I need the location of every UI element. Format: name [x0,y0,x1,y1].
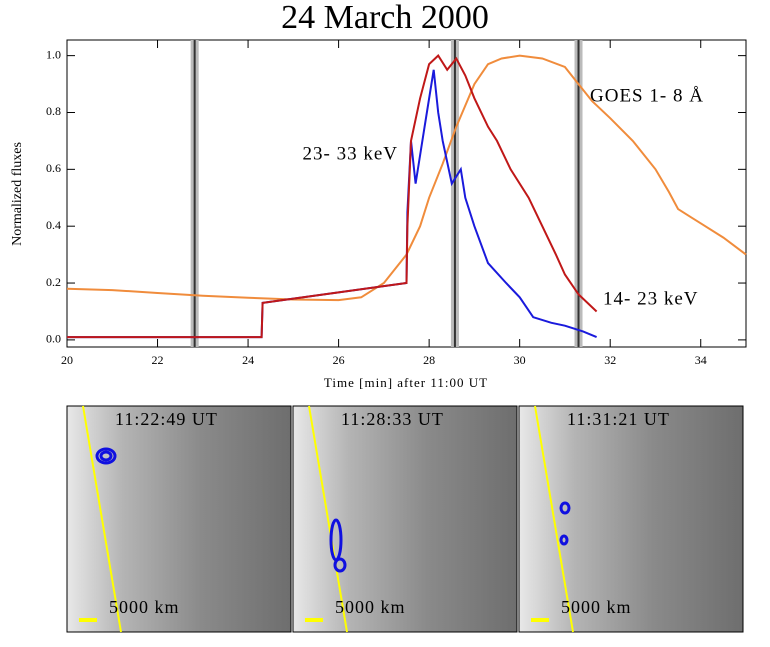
y-tick-label: 0.4 [46,218,61,232]
chart-title: 24 March 2000 [281,0,489,36]
x-tick-label: 32 [604,353,616,367]
y-tick-label: 0.8 [46,104,61,118]
x-tick-label: 24 [242,353,254,367]
image-panel [66,405,292,633]
panel-time: 11:28:33 UT [341,409,444,429]
panel-scale: 5000 km [335,597,406,617]
x-tick-label: 22 [152,353,164,367]
solar-limb [308,405,348,633]
series-label: 23- 33 keV [303,143,398,164]
y-tick-label: 1.0 [46,47,61,61]
contour [559,501,571,515]
series-label: 14- 23 keV [603,288,698,309]
series-label: GOES 1- 8 Å [590,85,704,106]
panel-time: 11:22:49 UT [115,409,218,429]
y-axis-label: Normalized fluxes [10,142,25,246]
y-tick-label: 0.0 [46,332,61,346]
y-tick-label: 0.6 [46,161,61,175]
x-tick-label: 20 [61,353,73,367]
image-panel [518,405,744,633]
contour [333,557,347,573]
series-line [67,69,597,339]
contour [559,534,569,546]
x-tick-label: 34 [695,353,707,367]
solar-limb [534,405,574,633]
panel-scale: 5000 km [561,597,632,617]
panel-time: 11:31:21 UT [567,409,670,429]
x-tick-label: 28 [423,353,435,367]
panel-scale: 5000 km [109,597,180,617]
plot-frame [66,39,747,348]
image-panel [292,405,518,633]
solar-limb [82,405,122,633]
x-tick-label: 30 [514,353,526,367]
contour [95,447,117,465]
series-line [67,54,598,339]
x-tick-label: 26 [333,353,345,367]
y-tick-label: 0.2 [46,275,61,289]
x-axis-label: Time [min] after 11:00 UT [324,375,488,390]
contour [99,450,113,462]
